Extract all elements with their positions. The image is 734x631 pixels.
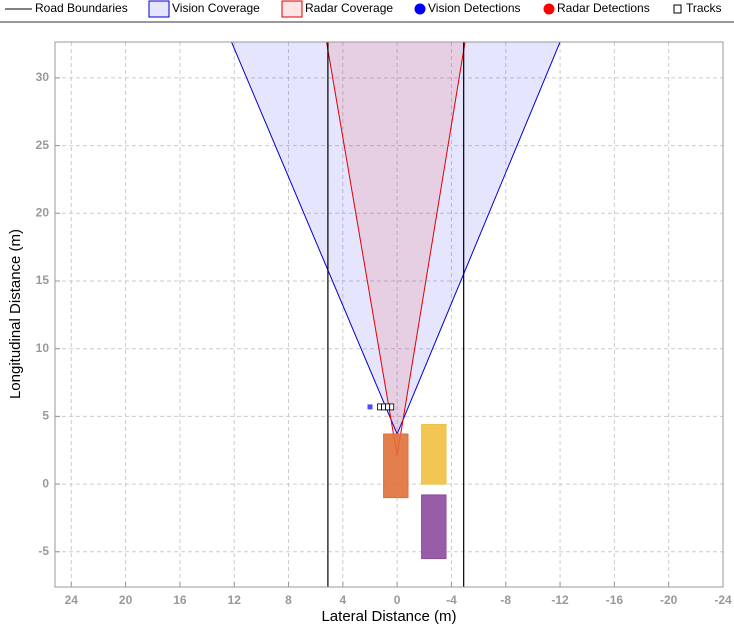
coverage-area bbox=[230, 42, 561, 436]
track bbox=[377, 403, 382, 411]
legend-label: Radar Detections bbox=[557, 1, 650, 15]
legend-label: Vision Detections bbox=[428, 1, 521, 15]
y-tick-label: 0 bbox=[42, 476, 49, 490]
legend-label: Tracks bbox=[686, 1, 722, 15]
y-tick-label: 25 bbox=[36, 138, 50, 152]
y-tick-label: 5 bbox=[42, 409, 49, 423]
plot-layer bbox=[230, 42, 561, 587]
x-tick-label: -16 bbox=[606, 593, 624, 607]
legend-marker bbox=[148, 0, 170, 18]
legend-marker bbox=[543, 3, 555, 15]
track bbox=[385, 403, 391, 411]
x-tick-label: 24 bbox=[65, 593, 79, 607]
track bbox=[389, 403, 395, 411]
x-tick-label: -4 bbox=[446, 593, 457, 607]
vehicle bbox=[383, 433, 409, 499]
x-tick-label: -20 bbox=[660, 593, 678, 607]
y-tick-label: 10 bbox=[36, 341, 50, 355]
y-tick-label: 30 bbox=[36, 70, 50, 84]
y-tick-label: 15 bbox=[36, 273, 50, 287]
x-tick-label: -12 bbox=[551, 593, 569, 607]
legend-label: Radar Coverage bbox=[305, 1, 393, 15]
legend-label: Road Boundaries bbox=[35, 1, 128, 15]
y-tick-label: -5 bbox=[38, 544, 49, 558]
coverage-area bbox=[326, 42, 466, 456]
x-tick-label: 4 bbox=[339, 593, 346, 607]
plot-frame bbox=[54, 41, 724, 588]
x-tick-label: 12 bbox=[228, 593, 242, 607]
y-tick-label: 20 bbox=[36, 205, 50, 219]
vehicle bbox=[421, 424, 447, 485]
legend-label: Vision Coverage bbox=[172, 1, 260, 15]
x-tick-label: 16 bbox=[173, 593, 187, 607]
x-tick-label: -8 bbox=[500, 593, 511, 607]
track bbox=[381, 403, 386, 411]
x-tick-label: 8 bbox=[285, 593, 292, 607]
vehicle bbox=[421, 494, 447, 560]
detection bbox=[367, 404, 373, 410]
x-tick-label: 0 bbox=[394, 593, 401, 607]
legend-marker bbox=[673, 4, 682, 14]
x-axis-label: Lateral Distance (m) bbox=[321, 608, 456, 625]
y-axis-label: Longitudinal Distance (m) bbox=[7, 229, 24, 399]
x-tick-label: 20 bbox=[119, 593, 133, 607]
x-tick-label: -24 bbox=[714, 593, 732, 607]
legend-marker bbox=[281, 0, 303, 18]
legend-marker bbox=[414, 3, 426, 15]
